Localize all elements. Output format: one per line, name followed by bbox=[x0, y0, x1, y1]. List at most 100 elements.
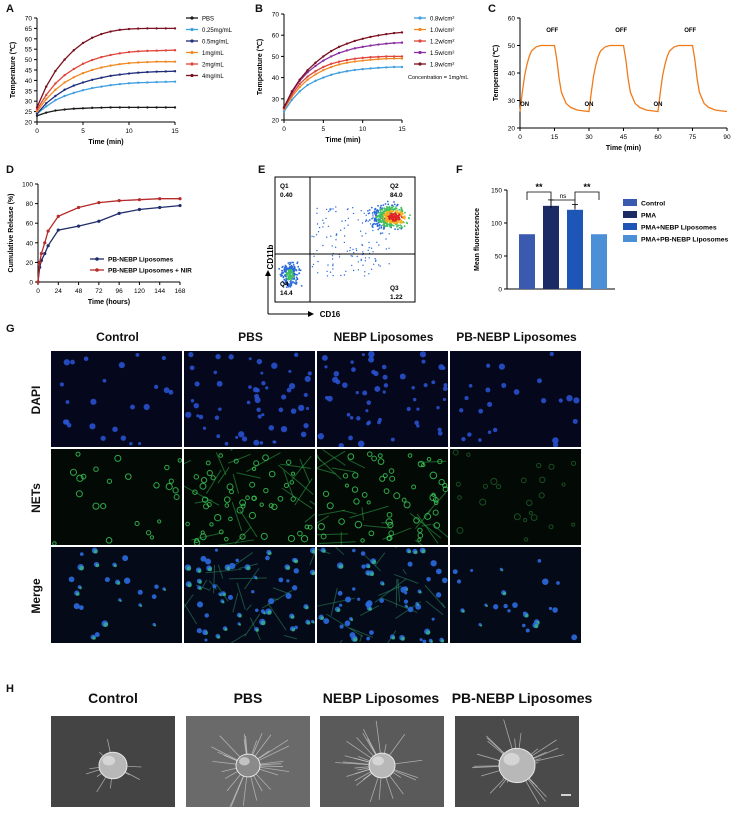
event-dot bbox=[292, 264, 295, 266]
event-dot bbox=[346, 250, 348, 252]
net-fiber bbox=[387, 630, 397, 643]
event-dot bbox=[335, 210, 337, 213]
nucleus bbox=[305, 406, 310, 411]
net-fiber bbox=[317, 509, 346, 516]
nucleus bbox=[566, 394, 573, 402]
event-dot bbox=[377, 210, 379, 213]
net-signal bbox=[164, 464, 170, 471]
event-dot bbox=[331, 258, 334, 260]
legend-marker bbox=[418, 39, 422, 43]
event-dot bbox=[326, 275, 329, 277]
nucleus bbox=[513, 389, 520, 395]
y-tick-label: 55 bbox=[25, 47, 33, 54]
event-dot bbox=[383, 213, 386, 216]
net-fiber bbox=[205, 568, 242, 574]
nucleus bbox=[349, 415, 354, 420]
event-dot bbox=[401, 210, 404, 213]
merge-signal bbox=[79, 586, 82, 590]
quadrant-value: 14.4 bbox=[280, 290, 293, 297]
net-fiber bbox=[234, 527, 252, 544]
nucleus bbox=[248, 357, 252, 361]
merge-signal bbox=[479, 624, 483, 627]
data-point bbox=[361, 45, 364, 49]
event-dot bbox=[283, 278, 286, 281]
event-dot bbox=[378, 227, 381, 229]
net-signal bbox=[452, 449, 459, 456]
merge-signal bbox=[311, 571, 315, 576]
merge-signal bbox=[419, 591, 422, 594]
g-column-header: NEBP Liposomes bbox=[333, 330, 434, 344]
legend-swatch bbox=[623, 223, 637, 230]
nucleus bbox=[461, 436, 466, 442]
event-dot bbox=[372, 251, 374, 253]
nucleus bbox=[572, 418, 578, 424]
data-point bbox=[306, 75, 309, 78]
data-point bbox=[127, 27, 131, 31]
y-tick-label: 150 bbox=[491, 188, 502, 195]
event-dot bbox=[393, 221, 396, 224]
event-dot bbox=[287, 262, 290, 264]
y-tick-label: 60 bbox=[26, 221, 34, 228]
micrograph-canvas bbox=[52, 451, 182, 545]
legend-label: 2mg/mL bbox=[202, 62, 224, 68]
event-dot bbox=[362, 251, 364, 253]
merge-signal bbox=[95, 563, 100, 568]
event-dot bbox=[395, 210, 397, 212]
event-dot bbox=[279, 273, 282, 276]
net-fiber bbox=[317, 450, 346, 469]
net-signal bbox=[193, 474, 200, 480]
merge-nucleus bbox=[285, 592, 292, 599]
nucleus bbox=[272, 440, 276, 444]
legend-label: 1.8w/cm² bbox=[430, 62, 454, 68]
net-signal bbox=[200, 530, 205, 535]
event-dot bbox=[397, 228, 399, 231]
x-tick-label: 24 bbox=[55, 288, 63, 295]
merge-signal bbox=[139, 604, 143, 608]
net-fiber bbox=[236, 582, 246, 610]
merge-signal bbox=[103, 622, 109, 627]
nucleus bbox=[228, 354, 234, 360]
nucleus bbox=[290, 408, 297, 414]
legend-label: 0.5mg/mL bbox=[202, 39, 229, 45]
event-dot bbox=[400, 222, 403, 224]
nucleus bbox=[368, 351, 375, 358]
net-signal bbox=[105, 537, 113, 544]
data-point bbox=[109, 30, 112, 33]
data-point bbox=[54, 98, 57, 102]
net-signal bbox=[379, 475, 386, 482]
net-signal bbox=[210, 475, 216, 481]
event-dot bbox=[393, 201, 395, 203]
net-signal bbox=[417, 527, 423, 534]
event-dot bbox=[401, 216, 403, 219]
event-dot bbox=[350, 255, 352, 257]
merge-nucleus bbox=[361, 564, 366, 569]
y-tick-label: 0 bbox=[498, 287, 502, 294]
event-dot bbox=[332, 263, 334, 265]
nucleus bbox=[416, 424, 420, 428]
nucleus bbox=[63, 359, 70, 366]
legend-marker bbox=[190, 27, 194, 32]
merge-signal bbox=[368, 607, 372, 611]
merge-signal bbox=[255, 628, 260, 632]
data-point bbox=[81, 41, 85, 45]
x-tick-label: 0 bbox=[518, 134, 522, 141]
data-point bbox=[146, 27, 149, 30]
merge-nucleus bbox=[251, 590, 255, 594]
event-dot bbox=[390, 223, 392, 225]
data-point bbox=[45, 97, 48, 101]
data-point bbox=[54, 109, 57, 112]
event-dot bbox=[373, 219, 376, 222]
event-dot bbox=[285, 268, 287, 271]
data-point bbox=[146, 106, 149, 109]
merge-signal bbox=[311, 549, 315, 554]
data-point bbox=[109, 64, 112, 67]
nucleus bbox=[419, 351, 427, 358]
data-point bbox=[100, 32, 103, 36]
cell-body bbox=[98, 751, 128, 780]
nucleus bbox=[540, 397, 547, 404]
net-signal bbox=[371, 455, 377, 462]
net-fiber bbox=[309, 551, 315, 566]
event-dot bbox=[357, 261, 359, 263]
merge-nucleus bbox=[407, 561, 413, 567]
net-signal bbox=[338, 518, 345, 525]
